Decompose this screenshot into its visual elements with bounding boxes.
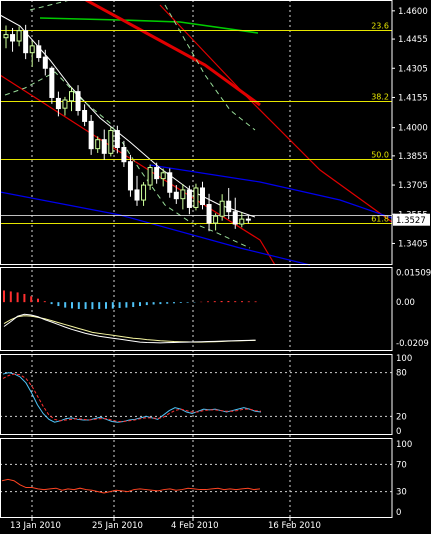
- rsi-tick-label: 70: [396, 460, 407, 470]
- price-tick-label: 1.3705: [398, 181, 428, 191]
- candle-body: [121, 146, 127, 163]
- blue-channel-upper: [149, 164, 393, 219]
- candle-body: [69, 91, 74, 102]
- candle-body: [186, 189, 192, 208]
- candle-body: [82, 110, 88, 122]
- candle-body: [232, 211, 238, 225]
- slow-moving-average: [39, 17, 259, 34]
- candle-body: [127, 161, 133, 191]
- candle-body: [23, 30, 29, 54]
- candle-body: [167, 172, 173, 193]
- red-channel-upper: [159, 4, 393, 223]
- candle-body: [114, 130, 120, 148]
- price-tick-label: 1.4155: [398, 93, 428, 103]
- candlesticks: [3, 24, 251, 232]
- stoch-tick-label: 80: [396, 369, 407, 379]
- current-price-label: 1.3527: [396, 216, 426, 226]
- current-price-box: [393, 213, 430, 226]
- candle-body: [213, 215, 219, 224]
- candle-body: [200, 187, 205, 206]
- x-tick-label: 4 Feb 2010: [171, 521, 219, 531]
- upper-band-left: [29, 0, 71, 11]
- price-tick-label: 1.4600: [398, 7, 428, 17]
- candle-body: [36, 45, 42, 59]
- candle-body: [49, 67, 55, 98]
- candle-body: [3, 34, 9, 39]
- grid-lines: [31, 0, 291, 518]
- fib-label: 61.8: [371, 215, 389, 224]
- fib-label: 50.0: [371, 151, 389, 160]
- red-trend-line-thick: [85, 0, 261, 107]
- candle-body: [154, 167, 160, 180]
- candle-body: [42, 56, 48, 69]
- candle-body: [16, 30, 22, 42]
- stoch-tick-label: 0: [396, 427, 401, 437]
- fib-label: 23.6: [371, 22, 389, 31]
- fibonacci-levels: 23.6 38.2 50.0 61.8: [0, 22, 392, 224]
- candle-body: [29, 45, 35, 54]
- lower-band: [4, 71, 251, 249]
- rsi-tick-label: 100: [396, 440, 412, 450]
- macd-tick-label: 0.00: [396, 298, 415, 308]
- candle-body: [226, 200, 232, 213]
- rsi-tick-label: 0: [396, 508, 401, 518]
- x-tick-label: 16 Feb 2010: [268, 521, 321, 531]
- panel-frame-rsi: [0, 438, 393, 518]
- candle-body: [101, 139, 107, 154]
- candle-body: [10, 34, 16, 42]
- candle-body: [134, 189, 140, 201]
- price-tick-label: 1.4305: [398, 64, 428, 74]
- candle-body: [147, 167, 153, 186]
- x-tick-label: 13 Jan 2010: [10, 521, 61, 531]
- candle-body: [88, 120, 94, 150]
- candle-body: [95, 139, 101, 150]
- axis-labels: 1.4600 1.4455 1.4305 1.4155 1.4000 1.3855 1.37…: [10, 7, 431, 531]
- price-tick-label: 1.4455: [398, 35, 428, 45]
- candle-body: [219, 200, 225, 217]
- blue-channel-lower: [0, 191, 311, 266]
- rsi-line: [1, 478, 261, 494]
- panel-frame-macd: [0, 267, 393, 351]
- panel-frames: [0, 0, 393, 518]
- macd-tick-label: 0.01509: [396, 269, 431, 279]
- rsi-tick-label: 30: [396, 488, 407, 498]
- price-tick-label: 1.3855: [398, 152, 428, 162]
- macd-tick-label: -0.0209: [396, 339, 429, 349]
- stoch-tick-label: 100: [396, 354, 412, 364]
- fib-label: 38.2: [371, 93, 389, 102]
- candle-body: [62, 99, 68, 109]
- macd-main-line: [3, 313, 256, 344]
- stoch-tick-label: 20: [396, 412, 407, 422]
- stochastic-panel: [0, 372, 392, 423]
- x-tick-label: 25 Jan 2010: [92, 521, 143, 531]
- macd-panel: [3, 290, 257, 344]
- candle-body: [173, 191, 179, 200]
- panel-frame-stoch: [0, 354, 393, 435]
- price-tick-label: 1.3405: [398, 239, 428, 249]
- candle-body: [108, 130, 114, 154]
- candle-body: [55, 97, 61, 110]
- candle-body: [75, 91, 81, 112]
- panel-frame-main: [0, 0, 393, 265]
- candle-body: [180, 189, 186, 200]
- candle-body: [206, 204, 212, 224]
- stoch-d-line: [2, 373, 262, 423]
- candle-body: [141, 184, 147, 201]
- rsi-panel: [0, 463, 392, 494]
- candle-body: [239, 218, 245, 225]
- price-tick-label: 1.4000: [398, 124, 428, 134]
- candle-body: [245, 218, 251, 221]
- candle-body: [193, 187, 199, 208]
- candle-body: [160, 172, 166, 180]
